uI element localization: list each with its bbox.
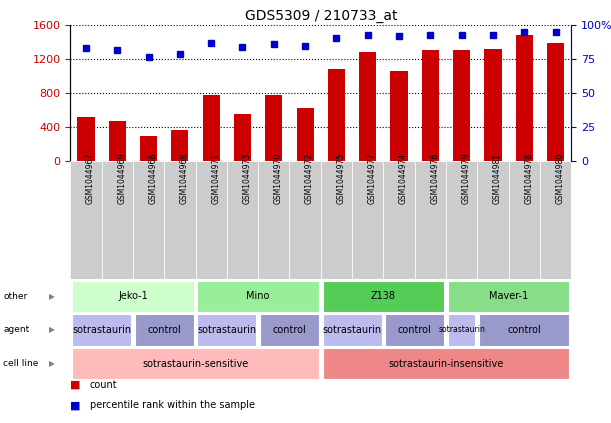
Text: count: count bbox=[90, 380, 117, 390]
Bar bbox=[453, 50, 470, 161]
Bar bbox=[415, 161, 446, 279]
Text: GSM1044981: GSM1044981 bbox=[493, 153, 502, 204]
Bar bbox=[485, 49, 502, 161]
Text: percentile rank within the sample: percentile rank within the sample bbox=[90, 400, 255, 410]
Bar bbox=[135, 314, 194, 346]
Bar bbox=[384, 161, 415, 279]
Text: control: control bbox=[398, 325, 431, 335]
Text: cell line: cell line bbox=[3, 359, 38, 368]
Bar bbox=[196, 161, 227, 279]
Bar bbox=[446, 161, 477, 279]
Text: GSM1044968: GSM1044968 bbox=[180, 153, 189, 204]
Text: ■: ■ bbox=[70, 400, 81, 410]
Text: ■: ■ bbox=[70, 380, 81, 390]
Text: ▶: ▶ bbox=[49, 291, 55, 301]
Bar bbox=[547, 43, 564, 161]
Text: other: other bbox=[3, 291, 27, 301]
Bar bbox=[197, 314, 256, 346]
Bar bbox=[72, 348, 319, 379]
Text: control: control bbox=[508, 325, 541, 335]
Bar bbox=[323, 314, 381, 346]
Bar bbox=[296, 108, 313, 161]
Bar bbox=[140, 136, 157, 161]
Bar bbox=[260, 314, 319, 346]
Bar bbox=[516, 35, 533, 161]
Bar bbox=[258, 161, 290, 279]
Text: ▶: ▶ bbox=[49, 359, 55, 368]
Text: GSM1044967: GSM1044967 bbox=[86, 153, 95, 204]
Bar bbox=[323, 348, 569, 379]
Text: GSM1044975: GSM1044975 bbox=[337, 153, 345, 204]
Bar bbox=[448, 280, 569, 312]
Bar bbox=[448, 314, 475, 346]
Text: GSM1044973: GSM1044973 bbox=[243, 153, 252, 204]
Text: GSM1044977: GSM1044977 bbox=[368, 153, 377, 204]
Bar bbox=[164, 161, 196, 279]
Bar bbox=[72, 280, 194, 312]
Text: sotrastaurin: sotrastaurin bbox=[323, 325, 382, 335]
Text: sotrastaurin-insensitive: sotrastaurin-insensitive bbox=[389, 359, 503, 369]
Text: sotrastaurin-sensitive: sotrastaurin-sensitive bbox=[142, 359, 249, 369]
Bar bbox=[133, 161, 164, 279]
Bar bbox=[352, 161, 384, 279]
Text: GSM1044980: GSM1044980 bbox=[555, 153, 565, 204]
Text: Mino: Mino bbox=[246, 291, 270, 301]
Bar bbox=[171, 130, 188, 161]
Bar bbox=[78, 117, 95, 161]
Text: control: control bbox=[147, 325, 181, 335]
Bar bbox=[479, 314, 569, 346]
Bar bbox=[197, 280, 319, 312]
Text: Z138: Z138 bbox=[371, 291, 396, 301]
Bar bbox=[70, 161, 101, 279]
Bar bbox=[390, 71, 408, 161]
Bar bbox=[359, 52, 376, 161]
Bar bbox=[509, 161, 540, 279]
Bar bbox=[540, 161, 571, 279]
Text: ▶: ▶ bbox=[49, 325, 55, 335]
Bar bbox=[234, 114, 251, 161]
Bar bbox=[72, 314, 131, 346]
Text: sotrastaurin: sotrastaurin bbox=[438, 325, 485, 335]
Bar bbox=[422, 50, 439, 161]
Text: Jeko-1: Jeko-1 bbox=[118, 291, 148, 301]
Bar bbox=[386, 314, 444, 346]
Bar bbox=[321, 161, 352, 279]
Text: sotrastaurin: sotrastaurin bbox=[197, 325, 257, 335]
Text: control: control bbox=[273, 325, 306, 335]
Bar bbox=[101, 161, 133, 279]
Title: GDS5309 / 210733_at: GDS5309 / 210733_at bbox=[244, 9, 397, 23]
Text: GSM1044978: GSM1044978 bbox=[524, 153, 533, 204]
Bar bbox=[109, 121, 126, 161]
Text: GSM1044972: GSM1044972 bbox=[305, 153, 314, 204]
Text: agent: agent bbox=[3, 325, 29, 335]
Text: GSM1044976: GSM1044976 bbox=[430, 153, 439, 204]
Text: sotrastaurin: sotrastaurin bbox=[72, 325, 131, 335]
Bar bbox=[323, 280, 444, 312]
Bar bbox=[328, 69, 345, 161]
Bar bbox=[265, 95, 282, 161]
Bar bbox=[203, 95, 220, 161]
Bar bbox=[290, 161, 321, 279]
Bar bbox=[227, 161, 258, 279]
Text: GSM1044979: GSM1044979 bbox=[462, 153, 470, 204]
Text: GSM1044974: GSM1044974 bbox=[399, 153, 408, 204]
Text: GSM1044971: GSM1044971 bbox=[211, 153, 220, 204]
Text: Maver-1: Maver-1 bbox=[489, 291, 529, 301]
Text: GSM1044970: GSM1044970 bbox=[274, 153, 283, 204]
Bar bbox=[477, 161, 509, 279]
Text: GSM1044966: GSM1044966 bbox=[148, 153, 158, 204]
Text: GSM1044969: GSM1044969 bbox=[117, 153, 126, 204]
